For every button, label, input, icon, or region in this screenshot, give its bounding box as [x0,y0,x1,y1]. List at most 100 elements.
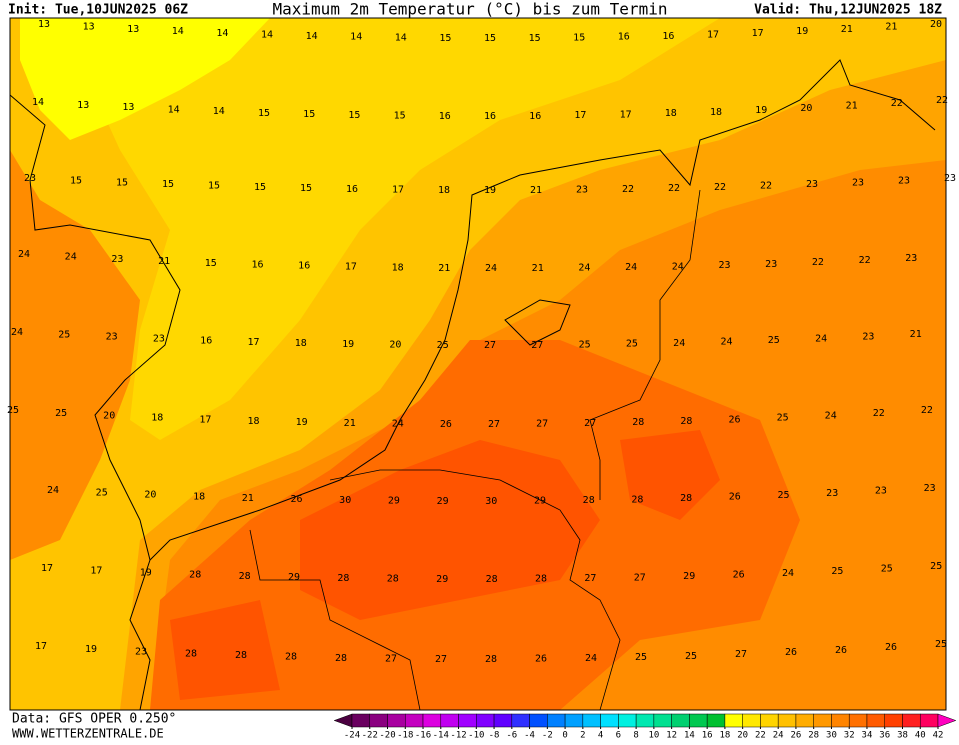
colorbar-swatch [760,713,779,728]
value-label: 14 [168,104,180,115]
value-label: 17 [392,185,404,196]
value-label: 25 [881,564,893,575]
value-label: 24 [18,249,30,260]
value-label: 27 [584,573,596,584]
value-label: 28 [632,417,644,428]
value-label: 29 [436,574,448,585]
value-label: 17 [620,109,632,120]
value-label: 17 [199,414,211,425]
colorbar-swatch [866,713,885,728]
value-label: 19 [85,644,97,655]
value-label: 28 [337,573,349,584]
value-label: 26 [290,494,302,505]
value-label: 30 [485,496,497,507]
value-label: 15 [529,33,541,44]
value-label: 21 [344,418,356,429]
colorbar-swatch [813,713,832,728]
value-label: 26 [728,414,740,425]
value-label: 25 [579,339,591,350]
value-label: 25 [58,329,70,340]
map-title: Maximum 2m Temperatur (°C) bis zum Termi… [273,0,668,19]
value-label: 25 [96,487,108,498]
temperature-field [10,18,946,710]
value-label: 23 [153,334,165,345]
value-label: 28 [535,574,547,585]
value-label: 21 [841,24,853,35]
colorbar-swatch [564,713,584,728]
value-label: 15 [303,109,315,120]
value-label: 15 [205,258,217,269]
value-label: 21 [846,101,858,112]
value-label: 26 [440,419,452,430]
value-label: 22 [812,257,824,268]
colorbar-swatch [493,713,513,728]
colorbar-swatch [511,713,530,728]
colorbar-swatch [831,713,850,728]
value-label: 23 [576,185,588,196]
value-label: 18 [665,108,677,119]
value-label: 15 [348,110,360,121]
value-label: 18 [438,185,450,196]
value-label: 14 [172,26,184,37]
value-label: 27 [435,654,447,665]
value-label: 24 [392,419,404,430]
colorbar-label: -10 [468,731,484,741]
colorbar-swatch [884,713,903,728]
value-label: 24 [585,653,597,664]
value-label: 25 [935,639,947,650]
value-label: 23 [852,177,864,188]
value-label: 26 [785,647,797,658]
colorbar-label: 4 [598,731,603,741]
value-label: 23 [24,173,36,184]
value-label: 16 [200,335,212,346]
value-label: 19 [755,105,767,116]
value-label: 28 [486,574,498,585]
value-label: 13 [77,100,89,111]
value-label: 15 [484,33,496,44]
value-label: 17 [345,262,357,273]
value-label: 23 [862,331,874,342]
colorbar-label: -8 [489,731,500,741]
colorbar-swatch [458,713,477,728]
value-label: 27 [634,572,646,583]
value-label: 24 [720,337,732,348]
colorbar-label: 32 [844,731,855,741]
value-label: 18 [710,107,722,118]
colorbar-label: 38 [897,731,908,741]
colorbar-swatch [742,713,761,728]
value-label: 22 [714,182,726,193]
value-label: 16 [346,184,358,195]
value-label: 20 [144,490,156,501]
value-label: 27 [488,419,500,430]
colorbar-swatch [405,713,424,728]
value-label: 28 [680,493,692,504]
value-label: 16 [618,32,630,43]
colorbar-swatch [529,713,548,728]
value-label: 23 [905,253,917,264]
colorbar-label: 26 [791,731,802,741]
value-label: 28 [285,652,297,663]
value-label: 21 [438,263,450,274]
field-band [170,430,720,700]
colorbar-label: 20 [737,731,748,741]
value-label: 24 [47,485,59,496]
value-label: 26 [733,570,745,581]
value-label: 19 [342,339,354,350]
field-band [60,18,720,440]
value-label: 16 [251,259,263,270]
colorbar-swatch [582,713,601,728]
colorbar-label: 34 [862,731,873,741]
colorbar-swatch [333,713,353,728]
value-label: 19 [484,185,496,196]
colorbar-swatch [635,713,655,728]
colorbar-swatch [369,713,388,728]
colorbar-swatch [777,713,797,728]
value-label: 26 [535,654,547,665]
value-label: 13 [122,102,134,113]
value-label: 25 [626,339,638,350]
value-label: 17 [90,565,102,576]
value-label: 24 [11,327,23,338]
colorbar-swatch [422,713,442,728]
value-label: 27 [536,419,548,430]
